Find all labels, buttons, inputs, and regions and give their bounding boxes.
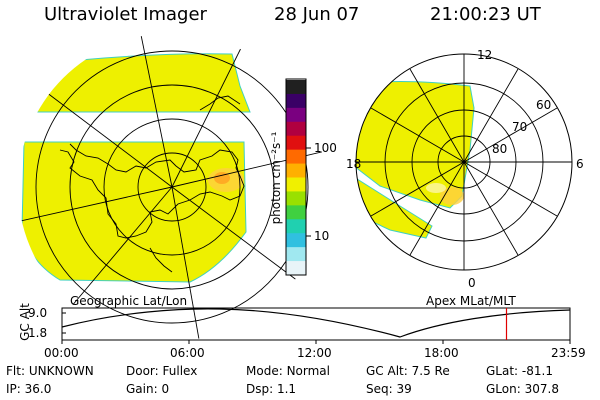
mlat-label-60: 60 bbox=[536, 98, 552, 112]
geographic-caption: Geographic Lat/Lon bbox=[70, 294, 188, 308]
altitude-tick-9: 9.0 bbox=[28, 306, 48, 320]
door-field: Door: Fullex bbox=[126, 364, 198, 378]
altitude-plot bbox=[61, 307, 571, 344]
colorbar-segment bbox=[286, 107, 306, 123]
colorbar-segment bbox=[286, 191, 306, 206]
colorbar-unit-label: photon cm⁻²s⁻¹ bbox=[269, 131, 283, 225]
time-tick: 23:59 bbox=[551, 346, 586, 360]
mlt-label-6: 6 bbox=[576, 157, 584, 171]
date-label: 28 Jun 07 bbox=[274, 4, 360, 25]
seq-field: Seq: 39 bbox=[366, 382, 412, 396]
right-hotspot bbox=[440, 187, 464, 205]
colorbar-segment bbox=[286, 261, 306, 276]
colorbar-segment bbox=[286, 205, 306, 220]
glon-field: GLon: 307.8 bbox=[486, 382, 559, 396]
colorbar-segment bbox=[286, 80, 306, 95]
altitude-curve bbox=[61, 308, 571, 338]
colorbar-segment bbox=[286, 219, 306, 234]
colorbar-segment bbox=[286, 121, 306, 137]
mlt-label-12: 12 bbox=[477, 48, 493, 62]
mode-field: Mode: Normal bbox=[246, 364, 330, 378]
colorbar-segment bbox=[286, 177, 306, 192]
ip-field: IP: 36.0 bbox=[6, 382, 52, 396]
gain-field: Gain: 0 bbox=[126, 382, 170, 396]
time-tick: 18:00 bbox=[424, 346, 459, 360]
time-tick: 06:00 bbox=[170, 346, 205, 360]
apex-caption: Apex MLat/MLT bbox=[426, 294, 516, 308]
mlt-label-0: 0 bbox=[468, 276, 476, 290]
right-swath-lower bbox=[356, 170, 433, 239]
apex-map bbox=[355, 53, 573, 271]
glat-field: GLat: -81.1 bbox=[486, 364, 553, 378]
flight-field: Flt: UNKNOWN bbox=[6, 364, 94, 378]
time-tick: 12:00 bbox=[297, 346, 332, 360]
colorbar bbox=[286, 80, 306, 276]
colorbar-segment bbox=[286, 135, 306, 151]
left-swath-lower bbox=[21, 141, 247, 283]
colorbar-label-10: 10 bbox=[314, 229, 330, 243]
mlt-label-18: 18 bbox=[346, 157, 362, 171]
instrument-title: Ultraviolet Imager bbox=[44, 4, 207, 25]
colorbar-segment bbox=[286, 163, 306, 178]
colorbar-segment bbox=[286, 149, 306, 165]
left-swath-upper bbox=[25, 53, 251, 113]
colorbar-segment bbox=[286, 247, 306, 262]
geographic-map bbox=[18, 33, 326, 341]
mlat-label-70: 70 bbox=[512, 120, 528, 134]
time-tick: 00:00 bbox=[44, 346, 79, 360]
altitude-tick-1-8: 1.8 bbox=[28, 326, 48, 340]
dsp-field: Dsp: 1.1 bbox=[246, 382, 297, 396]
colorbar-segment bbox=[286, 93, 306, 109]
time-label: 21:00:23 UT bbox=[430, 4, 541, 25]
mlat-label-80: 80 bbox=[492, 142, 508, 156]
colorbar-label-100: 100 bbox=[314, 141, 337, 155]
colorbar-segment bbox=[286, 233, 306, 248]
gc-alt-field: GC Alt: 7.5 Re bbox=[366, 364, 450, 378]
